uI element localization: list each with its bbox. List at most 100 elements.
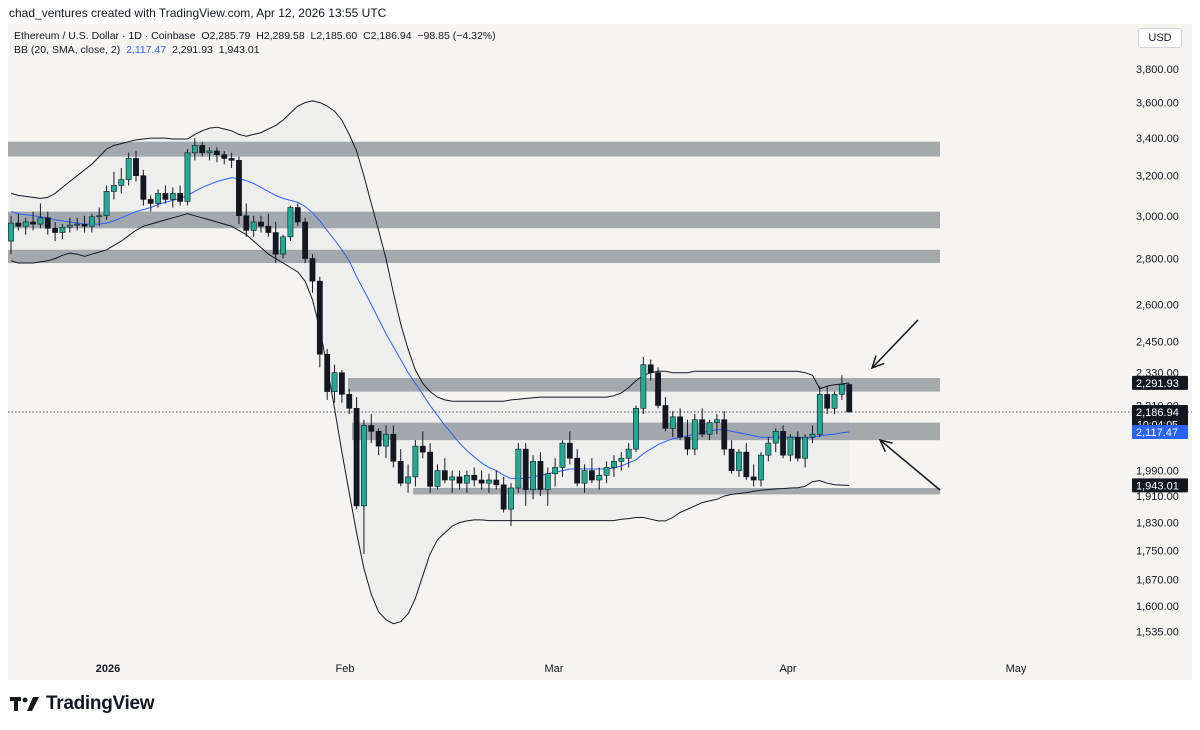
y-tick-label: 3,400.00 (1136, 133, 1179, 145)
candle-body (66, 224, 73, 228)
candle (478, 470, 485, 490)
y-tick-label: 3,800.00 (1136, 64, 1179, 76)
candle (699, 408, 706, 438)
candle-body (456, 476, 463, 484)
candle (530, 455, 536, 500)
candle-body (846, 384, 853, 413)
y-tick-label: 1,910.00 (1136, 491, 1179, 503)
time-axis: 2026 Feb Mar Apr May (96, 663, 1027, 675)
candle (515, 443, 522, 493)
candle-body (802, 436, 809, 459)
candle (765, 437, 772, 462)
y-tick-label: 1,830.00 (1136, 518, 1179, 530)
candle-body (81, 223, 88, 227)
candle (427, 443, 434, 493)
candle-body (390, 433, 397, 462)
candle-body (669, 416, 676, 429)
candle-body (816, 394, 823, 435)
candle-body (508, 487, 514, 510)
candle (405, 464, 411, 493)
candle-body (794, 436, 801, 459)
candle (456, 470, 463, 490)
candle (265, 213, 272, 237)
zone-0 (8, 141, 940, 157)
candle-body (169, 193, 176, 200)
price-label-bg (1132, 404, 1188, 431)
candle (662, 397, 669, 432)
y-tick-label: 1,990.00 (1136, 466, 1179, 478)
candle (758, 452, 764, 487)
candle-body (111, 185, 117, 192)
price-chart[interactable]: 3,800.00 3,600.00 3,400.00 3,200.00 3,000.00… (8, 24, 1192, 680)
candle-body (603, 467, 610, 476)
candle (846, 383, 853, 413)
candle-body (140, 175, 147, 200)
candle (669, 411, 676, 438)
candle-body (706, 422, 713, 435)
candle-body (265, 225, 272, 233)
price-label-text: 2,117.47 (1136, 427, 1178, 439)
candle-body (736, 451, 742, 471)
candle-body (611, 460, 617, 468)
candle (486, 473, 492, 493)
candle (603, 461, 610, 484)
candle (684, 419, 691, 456)
candle-body (405, 476, 411, 484)
candle (552, 458, 559, 487)
legend-bb-upper: 2,291.93 (172, 44, 213, 56)
candle (449, 470, 456, 493)
candle-body (787, 436, 794, 456)
bb-fill (11, 100, 850, 624)
candle-body (809, 433, 816, 438)
candle (368, 413, 375, 444)
candle-body (574, 457, 581, 484)
candle-body (662, 405, 669, 429)
price-label-bg (1132, 425, 1188, 440)
candle-body (228, 158, 235, 161)
candle-body (383, 433, 389, 447)
y-tick-label: 1,600.00 (1136, 601, 1179, 613)
arrow-down-icon-head (870, 355, 885, 370)
price-label: 1,943.01 (1132, 478, 1188, 493)
currency-button[interactable]: USD (1138, 28, 1182, 48)
candle-body (728, 448, 735, 471)
candle (618, 452, 625, 471)
candle (574, 449, 581, 487)
candle (802, 434, 809, 468)
candle-body (765, 442, 772, 456)
candle-body (838, 384, 845, 395)
candle (390, 425, 397, 468)
candle (140, 169, 147, 206)
candle (588, 458, 595, 484)
candle (96, 207, 103, 227)
candle (816, 386, 823, 438)
y-tick-label: 3,200.00 (1136, 171, 1179, 183)
candle (52, 221, 59, 242)
x-tick-label: Apr (779, 663, 796, 675)
chart-panel[interactable]: 3,800.00 3,600.00 3,400.00 3,200.00 3,000.00… (8, 24, 1192, 680)
legend-high: H2,289.58 (256, 30, 305, 42)
price-label-text: 2,186.94 (1136, 407, 1179, 419)
candle (44, 211, 51, 235)
x-tick-label: Mar (545, 663, 564, 675)
legend-bb-mid: 2,117.47 (126, 44, 167, 56)
candle-body (206, 150, 213, 154)
candle-body (633, 408, 639, 450)
candle (287, 205, 294, 242)
candle (8, 215, 14, 255)
candle-body (419, 445, 426, 453)
candle (625, 443, 632, 468)
candle (280, 234, 286, 259)
arrow-up-icon-head (878, 438, 893, 453)
candle-body (44, 217, 51, 229)
candle-body (684, 436, 691, 450)
legend-change: −98.85 (−4.32%) (417, 30, 496, 42)
candle (125, 152, 132, 186)
candle-body (316, 280, 323, 355)
price-label: 2,291.93 (1132, 375, 1188, 390)
candle-body (743, 451, 750, 478)
candle (581, 464, 588, 493)
candle (780, 425, 786, 459)
candle-body (758, 454, 764, 481)
candle (750, 464, 757, 487)
